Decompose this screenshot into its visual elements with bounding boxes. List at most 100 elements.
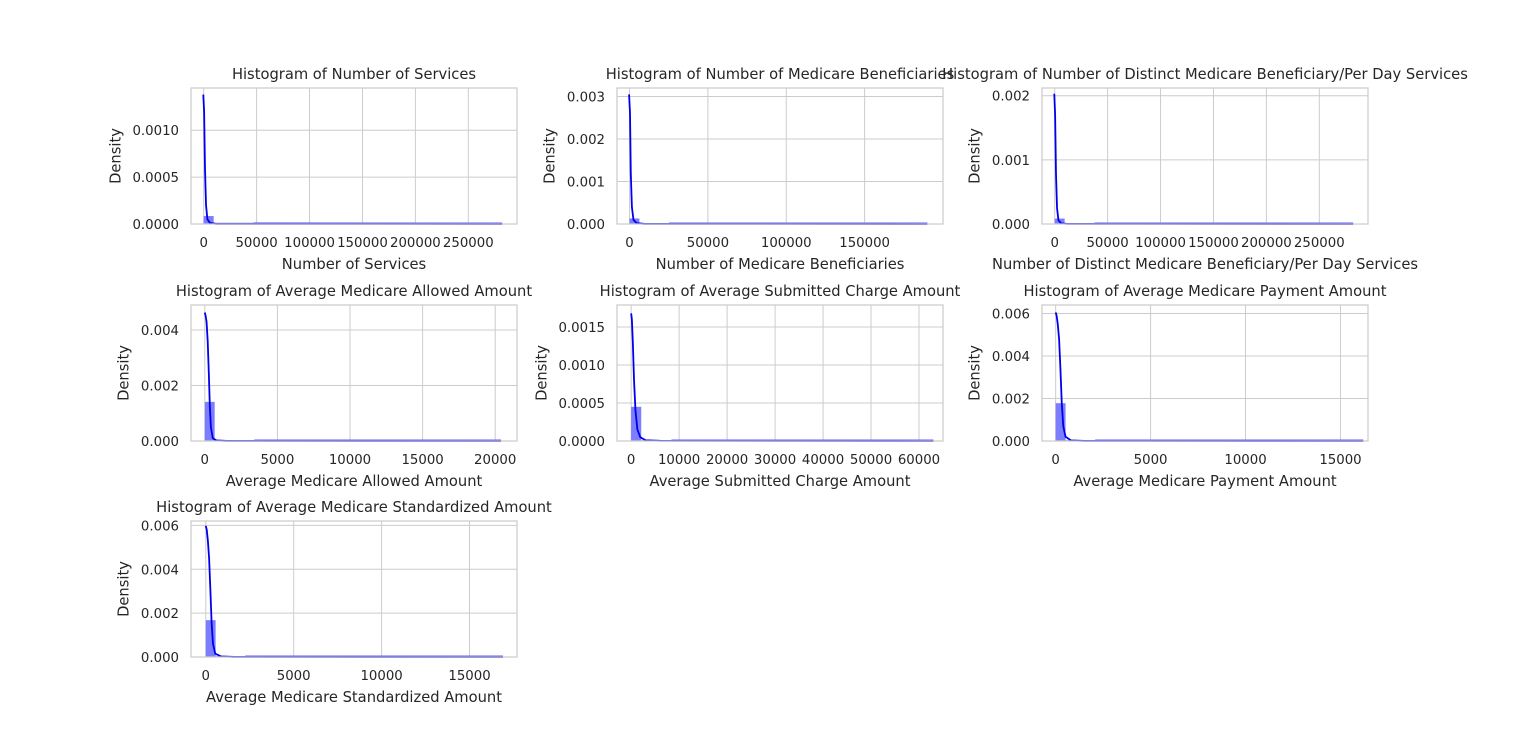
kde-curve [202,94,503,225]
x-tick-label: 0 [1051,453,1059,468]
x-tick-label: 50000 [1086,236,1128,251]
x-tick-label: 150000 [839,236,890,251]
x-axis-label: Number of Medicare Beneficiaries [656,256,905,273]
y-tick-label: 0.003 [567,91,605,106]
y-axis-label: Density [967,345,984,401]
subplot-7: 0 5000 10000 15000 0.000 0.002 0.004 0.006 Histo… [116,499,553,706]
x-tick-label: 60000 [898,453,940,468]
y-tick-label: 0.000 [992,218,1030,233]
x-tick-label: 250000 [443,236,494,251]
y-axis-label: Density [533,345,550,401]
x-tick-label: 50000 [687,236,729,251]
axes-frame [1041,304,1369,442]
y-tick-label: 0.002 [141,379,179,394]
axes-frame [616,304,944,442]
x-tick-label: 10000 [360,669,402,684]
y-tick-label: 0.0010 [132,124,179,139]
kde-curve [203,312,502,442]
y-axis-label: Density [116,345,133,401]
y-tick-label: 0.0000 [558,435,605,450]
x-axis-label: Average Medicare Allowed Amount [226,473,483,490]
y-axis-label: Density [967,128,984,184]
x-tick-label: 100000 [761,236,812,251]
axes-frame [190,304,518,442]
y-tick-label: 0.0015 [558,321,605,336]
x-tick-label: 100000 [284,236,335,251]
axes-frame [616,87,944,225]
kde-curve [204,525,503,658]
y-tick-label: 0.002 [992,90,1030,105]
x-tick-label: 0 [199,236,207,251]
x-tick-label: 30000 [754,453,796,468]
subplot-4: 0 5000 10000 15000 20000 0.000 0.002 0.004 Histo… [116,283,533,490]
y-tick-label: 0.000 [992,435,1030,450]
subplot-title: Histogram of Average Medicare Standardiz… [156,499,552,516]
subplot-2: 0 50000 100000 150000 0.000 0.001 0.002 0.003Hi… [542,66,955,273]
subplot-3: 0 50000 100000 150000 200000 250000 0.000 0.001… [942,66,1468,273]
y-tick-label: 0.006 [992,308,1030,323]
x-tick-label: 200000 [1241,236,1292,251]
subplot-5: 0 10000 20000 30000 40000 50000 60000 0.0000 0.0… [533,283,960,490]
y-tick-label: 0.002 [141,607,179,622]
x-tick-label: 150000 [1188,236,1239,251]
histogram-bar [205,620,216,657]
x-axis-label: Average Medicare Standardized Amount [206,689,502,706]
y-tick-label: 0.000 [567,218,605,233]
x-tick-label: 5000 [260,453,294,468]
y-tick-label: 0.0010 [558,359,605,374]
y-tick-label: 0.001 [567,176,605,191]
subplot-title: Histogram of Number of Medicare Benefici… [606,66,954,83]
y-tick-label: 0.004 [141,324,179,339]
x-tick-label: 20000 [706,453,748,468]
subplot-title: Histogram of Average Medicare Payment Am… [1024,283,1387,300]
kde-curve [628,94,928,225]
x-tick-label: 0 [627,453,635,468]
x-tick-label: 5000 [1134,453,1168,468]
axes-frame [1041,87,1369,225]
y-axis-label: Density [542,128,559,184]
x-tick-label: 50000 [850,453,892,468]
x-axis-label: Average Submitted Charge Amount [650,473,911,490]
x-tick-label: 5000 [277,669,311,684]
axes-frame [190,520,518,658]
x-tick-label: 0 [201,453,209,468]
x-tick-label: 10000 [329,453,371,468]
subplot-1: 0 50000 100000 150000 200000 250000 0.0000 0.00… [107,66,518,273]
x-tick-label: 50000 [235,236,277,251]
axes-frame [190,87,518,225]
y-tick-label: 0.006 [141,519,179,534]
x-tick-label: 15000 [1319,453,1361,468]
y-axis-label: Density [107,128,124,184]
x-tick-label: 150000 [337,236,388,251]
x-tick-label: 15000 [448,669,490,684]
y-tick-label: 0.0005 [132,171,179,186]
y-tick-label: 0.001 [992,154,1030,169]
y-tick-label: 0.000 [141,435,179,450]
y-tick-label: 0.002 [992,393,1030,408]
x-tick-label: 100000 [1135,236,1186,251]
y-tick-label: 0.004 [141,563,179,578]
kde-curve [1054,312,1364,442]
histogram-bar [1055,403,1066,441]
x-tick-label: 40000 [802,453,844,468]
x-tick-label: 10000 [1224,453,1266,468]
y-tick-label: 0.000 [141,651,179,666]
x-tick-label: 250000 [1294,236,1345,251]
x-tick-label: 0 [202,669,210,684]
x-tick-label: 200000 [390,236,441,251]
subplot-6: 0 5000 10000 15000 0.000 0.002 0.004 0.006 Histo… [967,283,1387,490]
y-tick-label: 0.002 [567,133,605,148]
y-tick-label: 0.0000 [132,218,179,233]
x-tick-label: 0 [1050,236,1058,251]
y-tick-label: 0.0005 [558,397,605,412]
x-tick-label: 10000 [658,453,700,468]
kde-curve [630,313,934,442]
subplot-title: Histogram of Average Submitted Charge Am… [600,283,961,300]
y-axis-label: Density [116,561,133,617]
y-tick-label: 0.004 [992,350,1030,365]
subplot-title: Histogram of Number of Services [232,66,476,83]
x-axis-label: Number of Services [282,256,426,273]
kde-curve [1053,93,1354,225]
x-axis-label: Number of Distinct Medicare Beneficiary/… [992,256,1418,273]
